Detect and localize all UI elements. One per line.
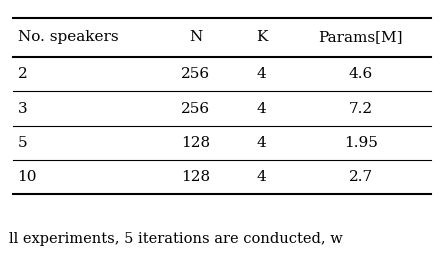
Text: 256: 256 — [181, 67, 210, 81]
Text: 3: 3 — [18, 102, 27, 116]
Text: 10: 10 — [18, 170, 37, 184]
Text: 2.7: 2.7 — [349, 170, 373, 184]
Text: 2: 2 — [18, 67, 27, 81]
Text: 5: 5 — [18, 136, 27, 150]
Text: 4: 4 — [257, 136, 267, 150]
Text: No. speakers: No. speakers — [18, 30, 118, 44]
Text: Params[M]: Params[M] — [319, 30, 403, 44]
Text: 7.2: 7.2 — [349, 102, 373, 116]
Text: 1.95: 1.95 — [344, 136, 378, 150]
Text: 4.6: 4.6 — [348, 67, 373, 81]
Text: K: K — [256, 30, 268, 44]
Text: 256: 256 — [181, 102, 210, 116]
Text: 128: 128 — [181, 170, 210, 184]
Text: 4: 4 — [257, 67, 267, 81]
Text: ll experiments, 5 iterations are conducted, w: ll experiments, 5 iterations are conduct… — [9, 232, 343, 246]
Text: 4: 4 — [257, 102, 267, 116]
Text: 4: 4 — [257, 170, 267, 184]
Text: N: N — [189, 30, 202, 44]
Text: 128: 128 — [181, 136, 210, 150]
